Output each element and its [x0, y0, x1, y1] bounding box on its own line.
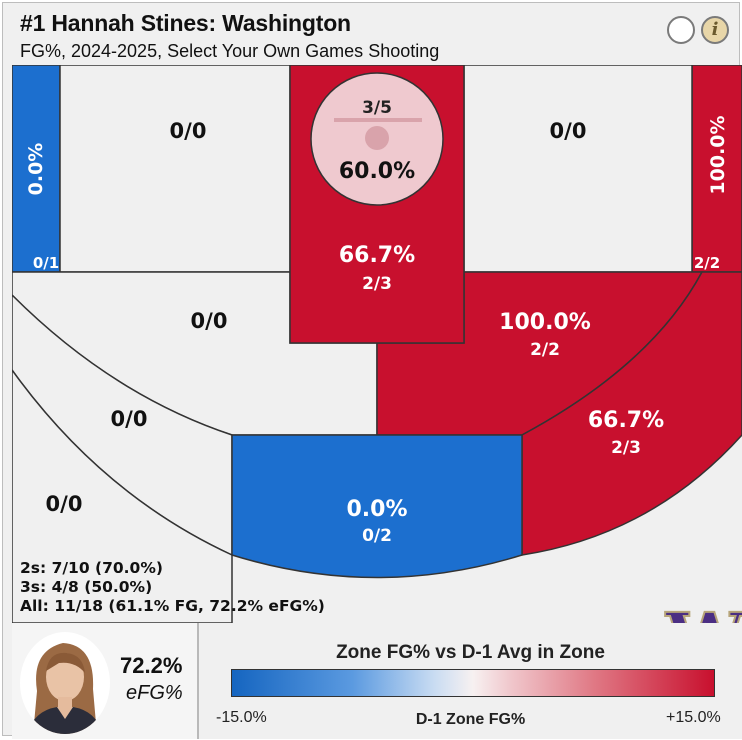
court-svg: 0/0 0/0 0/0 0/0 0/0 3/5 60.0% 66.7% 2/3 100.0% 2/2… [12, 65, 742, 623]
zone-label-paint-pct: 66.7% [339, 243, 415, 268]
chart-footer: 72.2% eFG% Zone FG% vs D-1 Avg in Zone -… [12, 623, 742, 739]
zone-right-wing-three [521, 271, 742, 556]
chart-header: #1 Hannah Stines: Washington FG%, 2024-2… [12, 3, 732, 65]
zone-label-left-deep-three: 0/0 [46, 492, 83, 516]
chart-title: #1 Hannah Stines: Washington [20, 10, 351, 36]
color-legend: Zone FG% vs D-1 Avg in Zone -15.0% D-1 Z… [199, 623, 742, 739]
info-icon[interactable]: i [701, 16, 729, 44]
player-efg-label: eFG% [126, 682, 183, 704]
zone-label-left-corner-three-pct: 0.0% [25, 143, 47, 196]
zone-left-wing-long-two [59, 65, 291, 273]
court-heatmap: 0/0 0/0 0/0 0/0 0/0 3/5 60.0% 66.7% 2/3 100.0% 2/2… [12, 65, 742, 681]
zone-label-right-wing-long-two: 0/0 [550, 119, 587, 143]
zone-label-right-corner-three-pct: 100.0% [707, 115, 729, 194]
zone-right-wing-long-two [463, 65, 693, 273]
zone-label-paint-count: 2/3 [362, 274, 392, 294]
zone-top-of-key-three [231, 434, 523, 579]
zone-label-top-of-key-three-pct: 0.0% [346, 497, 407, 522]
player-panel: 72.2% eFG% [12, 623, 199, 739]
backboard [334, 118, 422, 122]
shooting-totals: 2s: 7/10 (70.0%) 3s: 4/8 (50.0%) All: 11… [20, 559, 325, 616]
all-total: All: 11/18 (61.1% FG, 72.2% eFG%) [20, 597, 325, 615]
player-headshot [19, 631, 111, 735]
zone-label-right-wing-three-count: 2/3 [611, 438, 641, 458]
zone-label-rim-count: 3/5 [362, 98, 392, 118]
legend-gradient-bar [231, 669, 715, 697]
legend-mid-label: D-1 Zone FG% [415, 711, 526, 728]
zone-label-rim-pct: 60.0% [339, 159, 415, 184]
zone-label-right-elbow-two-count: 2/2 [530, 340, 560, 360]
hoop [365, 126, 389, 150]
legend-max-label: +15.0% [666, 709, 721, 726]
zone-label-left-wing-three: 0/0 [111, 407, 148, 431]
circle-toggle-icon[interactable] [667, 16, 695, 44]
chart-subtitle: FG%, 2024-2025, Select Your Own Games Sh… [20, 41, 440, 61]
zone-label-left-wing-long-two: 0/0 [170, 119, 207, 143]
zone-label-left-corner-three-count: 0/1 [33, 254, 59, 272]
zone-label-right-elbow-two-pct: 100.0% [499, 310, 591, 335]
legend-min-label: -15.0% [216, 709, 267, 726]
zone-label-right-corner-three-count: 2/2 [694, 254, 720, 272]
player-efg-value: 72.2% [120, 653, 183, 678]
zone-label-right-wing-three-pct: 66.7% [588, 408, 664, 433]
zone-label-top-of-key-three-count: 0/2 [362, 526, 392, 546]
legend-title: Zone FG% vs D-1 Avg in Zone [336, 642, 605, 663]
twos-total: 2s: 7/10 (70.0%) [20, 559, 163, 577]
threes-total: 3s: 4/8 (50.0%) [20, 578, 153, 596]
zone-label-left-elbow-two: 0/0 [191, 309, 228, 333]
